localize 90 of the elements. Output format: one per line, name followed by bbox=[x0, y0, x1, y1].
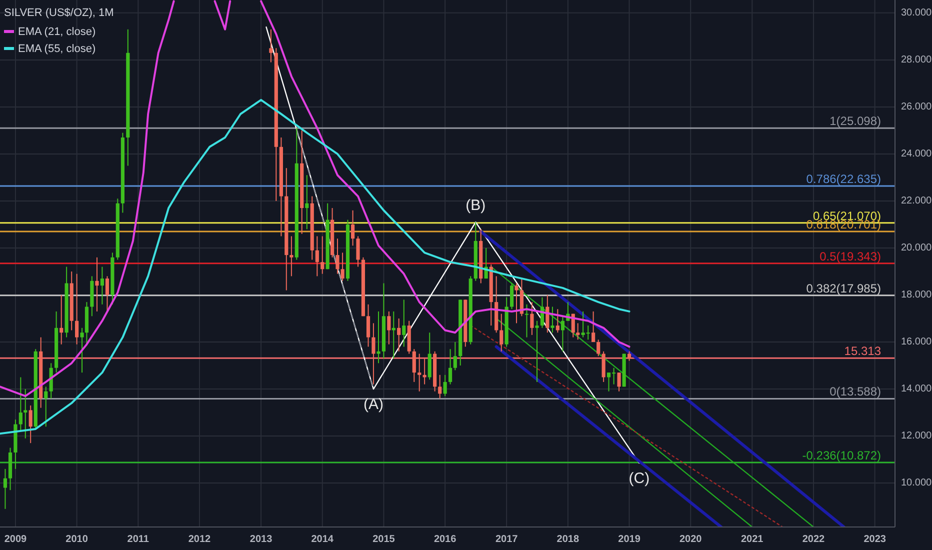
candlestick bbox=[418, 353, 422, 392]
candlestick bbox=[24, 388, 28, 439]
candlestick bbox=[535, 320, 539, 382]
candlestick bbox=[75, 273, 79, 345]
ref-line-label: 0.5(19.343) bbox=[820, 249, 881, 264]
candlestick bbox=[617, 372, 621, 392]
y-tick-label: 10.000 bbox=[901, 478, 932, 489]
candlestick bbox=[100, 266, 104, 305]
ref-line-label: 1(25.098) bbox=[830, 114, 881, 128]
candlestick bbox=[336, 238, 340, 274]
candlestick bbox=[320, 236, 324, 274]
candlestick bbox=[397, 318, 401, 352]
x-tick-label: 2010 bbox=[66, 534, 88, 545]
candlestick bbox=[592, 310, 596, 343]
candlestick bbox=[524, 304, 529, 338]
candlestick bbox=[60, 294, 64, 345]
y-tick-label: 14.000 bbox=[901, 384, 932, 395]
x-tick-label: 2018 bbox=[556, 534, 580, 545]
x-tick-label: 2016 bbox=[434, 534, 457, 545]
candlestick bbox=[510, 282, 514, 310]
candlestick bbox=[443, 374, 447, 397]
x-tick-label: 2017 bbox=[495, 534, 518, 545]
y-tick-label: 22.000 bbox=[901, 196, 932, 207]
y-tick-label: 12.000 bbox=[901, 430, 932, 442]
legend-label: EMA (55, close) bbox=[18, 43, 96, 55]
candlestick bbox=[350, 210, 355, 246]
legend-label: EMA (21, close) bbox=[18, 26, 96, 38]
candlestick bbox=[95, 256, 99, 312]
candlestick bbox=[514, 282, 518, 324]
annotation: (B) bbox=[466, 197, 486, 214]
candlestick bbox=[290, 236, 294, 277]
candlestick bbox=[422, 358, 426, 385]
x-tick-label: 2020 bbox=[679, 534, 702, 545]
x-tick-label: 2023 bbox=[864, 534, 886, 545]
candlestick bbox=[550, 306, 554, 334]
candlestick bbox=[453, 342, 457, 371]
y-tick-label: 26.000 bbox=[901, 102, 932, 113]
candlestick bbox=[105, 276, 110, 312]
x-tick-label: 2013 bbox=[250, 534, 273, 545]
y-tick-label: 28.000 bbox=[901, 54, 932, 66]
candlestick bbox=[372, 322, 376, 385]
candlestick bbox=[3, 468, 8, 510]
candlestick bbox=[448, 348, 452, 385]
ref-line-label: 0.382(17.985) bbox=[806, 281, 881, 296]
ref-line-label: 0.786(22.635) bbox=[806, 172, 881, 186]
y-tick-label: 20.000 bbox=[901, 242, 932, 254]
y-tick-label: 16.000 bbox=[901, 336, 932, 348]
candlestick bbox=[530, 302, 534, 336]
ref-line-label: 15.313 bbox=[844, 344, 882, 358]
x-tick-label: 2022 bbox=[802, 534, 826, 545]
candlestick bbox=[269, 28, 273, 63]
candlestick bbox=[28, 404, 32, 444]
x-tick-label: 2015 bbox=[372, 534, 396, 545]
candlestick bbox=[500, 313, 504, 352]
y-tick-label: 18.000 bbox=[901, 290, 932, 301]
ref-line-label: 0(13.588) bbox=[830, 384, 881, 399]
ref-line-label: -0.236(10.872) bbox=[802, 448, 881, 463]
x-tick-label: 2021 bbox=[741, 534, 764, 545]
candlestick bbox=[428, 332, 432, 380]
candlestick bbox=[18, 376, 22, 432]
x-tick-label: 2012 bbox=[188, 534, 212, 545]
line-series bbox=[0, 98, 630, 435]
candlestick bbox=[438, 374, 442, 399]
candlestick bbox=[305, 174, 309, 230]
candlestick bbox=[376, 310, 380, 364]
candlestick bbox=[596, 339, 600, 357]
candlestick bbox=[80, 327, 84, 374]
candlestick bbox=[315, 236, 319, 277]
candlestick bbox=[576, 322, 580, 340]
candlestick bbox=[387, 310, 391, 345]
x-tick-label: 2019 bbox=[618, 534, 641, 545]
candlestick bbox=[366, 304, 370, 348]
annotation: (A) bbox=[363, 396, 384, 413]
candlestick bbox=[602, 350, 606, 382]
candlestick bbox=[356, 236, 360, 268]
candlestick bbox=[44, 386, 48, 428]
y-tick-label: 30.000 bbox=[901, 8, 932, 19]
candlestick bbox=[560, 316, 565, 352]
x-tick-label: 2014 bbox=[311, 534, 334, 545]
candlestick bbox=[340, 252, 344, 282]
annotation: (C) bbox=[628, 470, 650, 488]
y-tick-label: 24.000 bbox=[901, 148, 932, 160]
candlestick bbox=[556, 308, 560, 334]
x-tick-label: 2011 bbox=[127, 534, 150, 545]
candlestick bbox=[392, 310, 396, 359]
candlestick bbox=[402, 299, 406, 348]
x-tick-label: 2009 bbox=[4, 534, 28, 545]
candlestick bbox=[412, 348, 416, 382]
text: SILVER (US$/OZ), 1M bbox=[4, 7, 114, 19]
line-series bbox=[266, 26, 640, 464]
